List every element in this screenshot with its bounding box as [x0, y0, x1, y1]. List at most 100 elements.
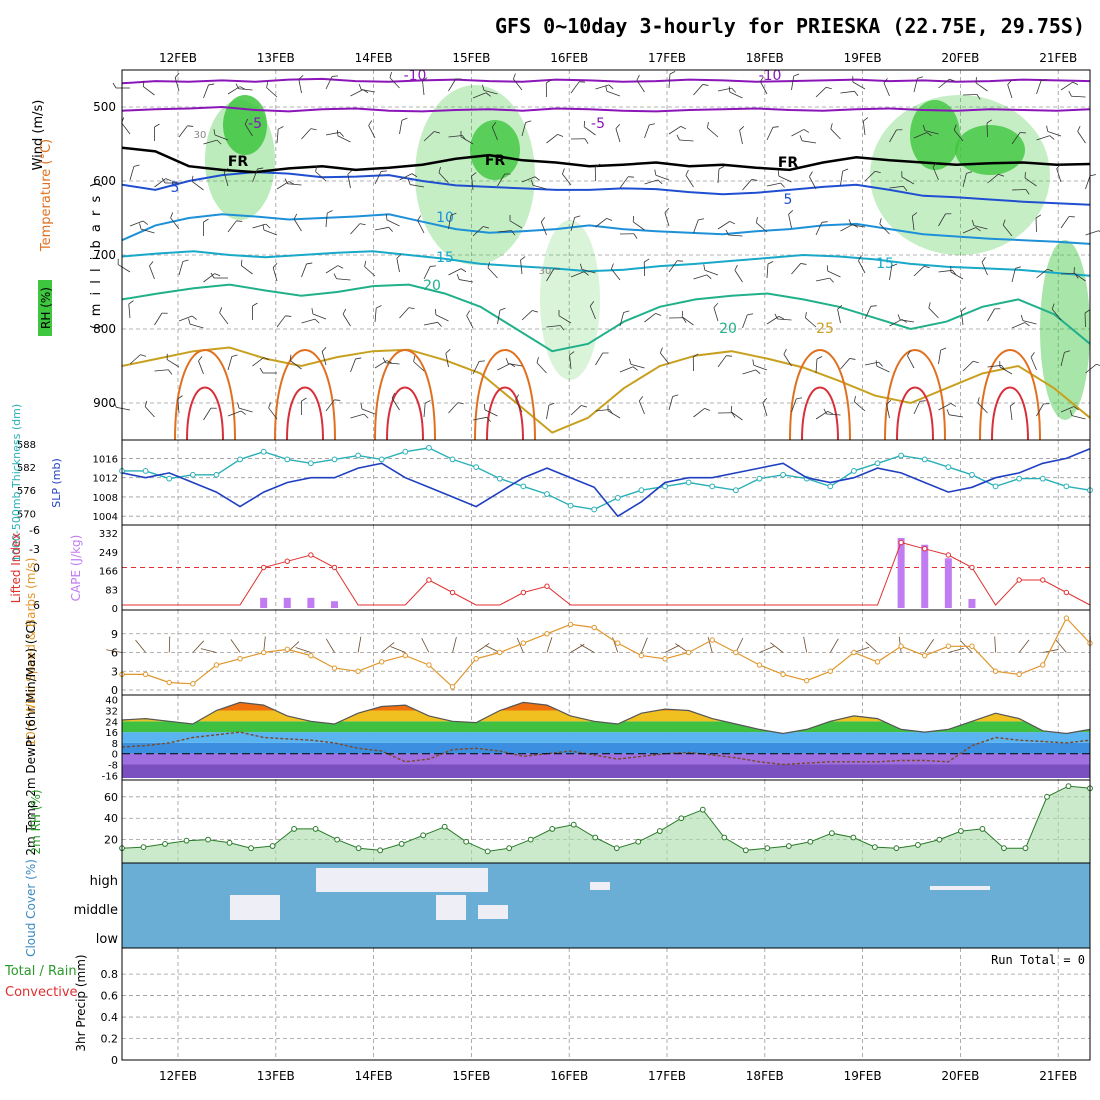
- barb-flag: [917, 76, 924, 79]
- temp-tick-label: 40: [105, 696, 118, 707]
- barb-flag: [355, 357, 362, 360]
- barb-staff: [227, 356, 233, 371]
- date-label-top: 15FEB: [452, 51, 490, 65]
- barb-flag: [829, 277, 834, 283]
- barb-staff: [778, 175, 792, 183]
- barb-flag: [504, 173, 511, 175]
- barb-staff: [681, 316, 694, 326]
- barb-flag: [456, 273, 460, 280]
- surface-wind-barb: [192, 640, 205, 653]
- barb-flag: [636, 74, 640, 81]
- wind-barb: [423, 321, 442, 327]
- temp-tick-label: 24: [105, 717, 118, 728]
- barb-staff: [244, 123, 253, 137]
- barb-staff: [540, 221, 547, 236]
- barb-staff: [788, 214, 792, 229]
- contour-label: 25: [816, 321, 834, 337]
- barb-flag: [321, 347, 327, 352]
- rh-point: [549, 826, 556, 832]
- barb-flag: [698, 218, 705, 221]
- run-total-label: Run Total = 0: [991, 953, 1085, 967]
- wind-speed-point: [685, 649, 692, 656]
- barb-flag: [121, 117, 125, 123]
- barb-staff: [1036, 135, 1050, 141]
- barb-flag: [581, 405, 587, 408]
- barb-flag: [725, 229, 729, 236]
- barb-staff: [760, 81, 768, 95]
- barb-staff: [999, 366, 1013, 375]
- rh-point: [334, 836, 341, 843]
- barb-flag: [830, 123, 833, 130]
- barb-staff: [374, 308, 377, 323]
- wind-speed-point: [237, 656, 243, 662]
- barb-staff: [374, 226, 389, 231]
- barb-staff: [1036, 268, 1048, 279]
- wind-barb: [987, 173, 1004, 184]
- barb-flag: [953, 124, 957, 131]
- barb-staff: [950, 271, 964, 280]
- barb-flag: [203, 218, 209, 223]
- barb-flag: [484, 404, 486, 410]
- barb-flag: [491, 122, 497, 128]
- barb-staff: [638, 400, 645, 415]
- barb-flag: [800, 263, 807, 265]
- wind-barb: [466, 310, 474, 329]
- rh-area: [122, 786, 1090, 863]
- wind-barb: [766, 182, 785, 188]
- barb-staff: [491, 126, 498, 141]
- thickness-point: [402, 448, 409, 455]
- wind-barb: [1051, 303, 1062, 321]
- wind-barb: [289, 354, 302, 370]
- rh-point: [484, 848, 491, 855]
- wind-barb: [717, 412, 736, 418]
- thickness-tick-label: 588: [17, 440, 36, 451]
- rh-point: [377, 847, 384, 854]
- barb-staff: [325, 399, 335, 412]
- wind-barb: [266, 81, 278, 98]
- wind-speed-point: [379, 659, 385, 665]
- rh-legend-swatch: [38, 280, 52, 336]
- cape-tick-label: 0: [112, 604, 118, 615]
- wind-barb: [301, 128, 317, 140]
- wind-barb: [858, 255, 866, 274]
- barb-staff: [272, 267, 278, 282]
- barb-staff: [154, 312, 163, 326]
- barb-staff: [1060, 406, 1075, 413]
- surface-wind-barb: [168, 636, 171, 653]
- wind-barb: [154, 312, 168, 326]
- wind-barb: [809, 171, 817, 190]
- barb-flag: [285, 315, 292, 317]
- temperature-contour: [274, 349, 336, 441]
- barb-staff: [129, 166, 135, 181]
- barb-flag: [574, 215, 581, 218]
- wind-barb: [170, 212, 180, 230]
- barb-flag: [999, 361, 1001, 368]
- surface-wind-barb: [948, 647, 964, 653]
- wind-barb: [520, 256, 526, 275]
- wind-barb: [734, 264, 743, 283]
- thickness-point: [851, 468, 857, 474]
- thickness-point: [662, 483, 668, 490]
- barb-staff: [336, 278, 351, 281]
- barb-flag: [174, 73, 180, 78]
- barb-staff: [766, 127, 774, 141]
- surface-wind-barb: [641, 637, 648, 653]
- barb-staff: [368, 125, 376, 139]
- wind-speed-point: [827, 668, 833, 674]
- barb-staff: [975, 82, 988, 92]
- barb-staff: [742, 369, 757, 375]
- wind-barb: [174, 73, 180, 92]
- rh-moisture-area: [1040, 240, 1090, 420]
- barb-staff: [1011, 132, 1021, 145]
- wind-barb: [374, 226, 393, 232]
- wind-barb: [644, 179, 663, 185]
- barb-flag: [548, 402, 555, 406]
- dewpoint-line: [121, 731, 1091, 766]
- temperature-contour: [286, 386, 324, 441]
- barb-flag: [293, 213, 298, 220]
- barb-staff: [116, 406, 131, 411]
- thickness-point: [756, 475, 763, 482]
- contour-label: 10: [436, 210, 454, 226]
- contour-label: FR: [485, 153, 506, 169]
- cape-bar: [921, 544, 929, 608]
